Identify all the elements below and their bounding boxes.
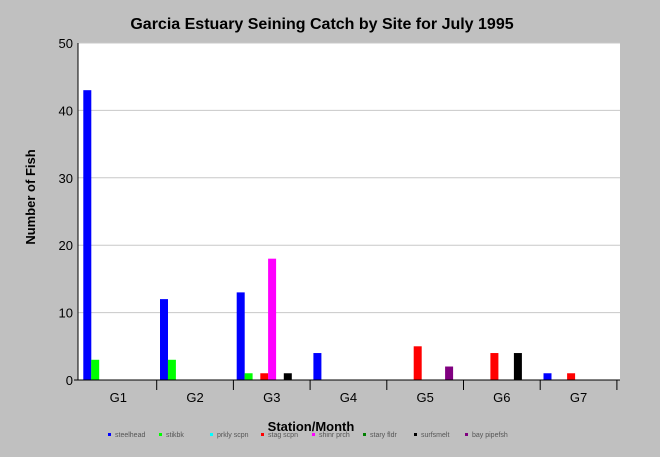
legend-swatch: [261, 433, 264, 436]
x-axis-label: Station/Month: [268, 419, 355, 434]
y-tick-label: 40: [59, 103, 73, 118]
y-tick-label: 20: [59, 238, 73, 253]
bar-surfsmelt-G6: [513, 353, 522, 380]
bar-stikbk-G3: [244, 373, 253, 380]
bar-steelhead-G4: [313, 353, 322, 380]
legend-swatch: [108, 433, 111, 436]
y-axis-label: Number of Fish: [23, 149, 38, 244]
axes: 0 10 20 30 40 50 G1 G2 G3 G4 G5 G6 G7: [59, 36, 620, 405]
bar-steelhead-G3: [236, 292, 245, 380]
legend-swatch: [159, 433, 162, 436]
x-tick-label: G2: [186, 390, 203, 405]
bar-stag-scpn-G6: [490, 353, 499, 380]
y-tick-label: 50: [59, 36, 73, 51]
x-tick-label: G7: [570, 390, 587, 405]
bar-bay-pipefsh-G5: [445, 366, 454, 380]
chart-title: Garcia Estuary Seining Catch by Site for…: [130, 16, 513, 33]
bar-steelhead-G1: [83, 90, 92, 381]
x-tick-label: G1: [110, 390, 127, 405]
legend-label: steelhead: [115, 432, 145, 439]
legend-swatch: [312, 433, 315, 436]
x-tick-label: G3: [263, 390, 280, 405]
plot-area: [78, 43, 620, 380]
x-tick-label: G6: [493, 390, 510, 405]
legend-swatch: [465, 433, 468, 436]
bar-stikbk-G2: [167, 359, 176, 380]
x-tick-label: G5: [416, 390, 433, 405]
bar-steelhead-G2: [160, 299, 168, 380]
bar-shinr-prch-G3: [268, 258, 277, 380]
y-tick-label: 0: [66, 373, 73, 388]
legend-label: bay pipefsh: [472, 432, 508, 439]
legend-label: stary fldr: [370, 432, 398, 439]
legend-label: shinr prch: [319, 432, 350, 439]
bar-steelhead-G7: [543, 373, 552, 380]
bar-stag-scpn-G7: [567, 373, 576, 380]
x-tick-label: G4: [340, 390, 357, 405]
bar-surfsmelt-G3: [283, 373, 292, 380]
grid-lines: [78, 42, 620, 314]
legend-label: prkly scpn: [217, 432, 249, 439]
bars: [83, 90, 576, 381]
legend-label: stikbk: [166, 432, 184, 439]
bar-stikbk-G1: [91, 359, 100, 380]
bar-stag-scpn-G3: [260, 373, 269, 380]
legend: steelhead stikbk prkly scpn stag scpn shinr …: [108, 432, 508, 439]
legend-swatch: [414, 433, 417, 436]
legend-swatch: [210, 433, 213, 436]
y-tick-label: 30: [59, 171, 73, 186]
legend-swatch: [363, 433, 366, 436]
legend-label: stag scpn: [268, 432, 298, 439]
y-tick-label: 10: [59, 306, 73, 321]
legend-label: surfsmelt: [421, 432, 449, 439]
bar-stag-scpn-G5: [413, 346, 422, 380]
